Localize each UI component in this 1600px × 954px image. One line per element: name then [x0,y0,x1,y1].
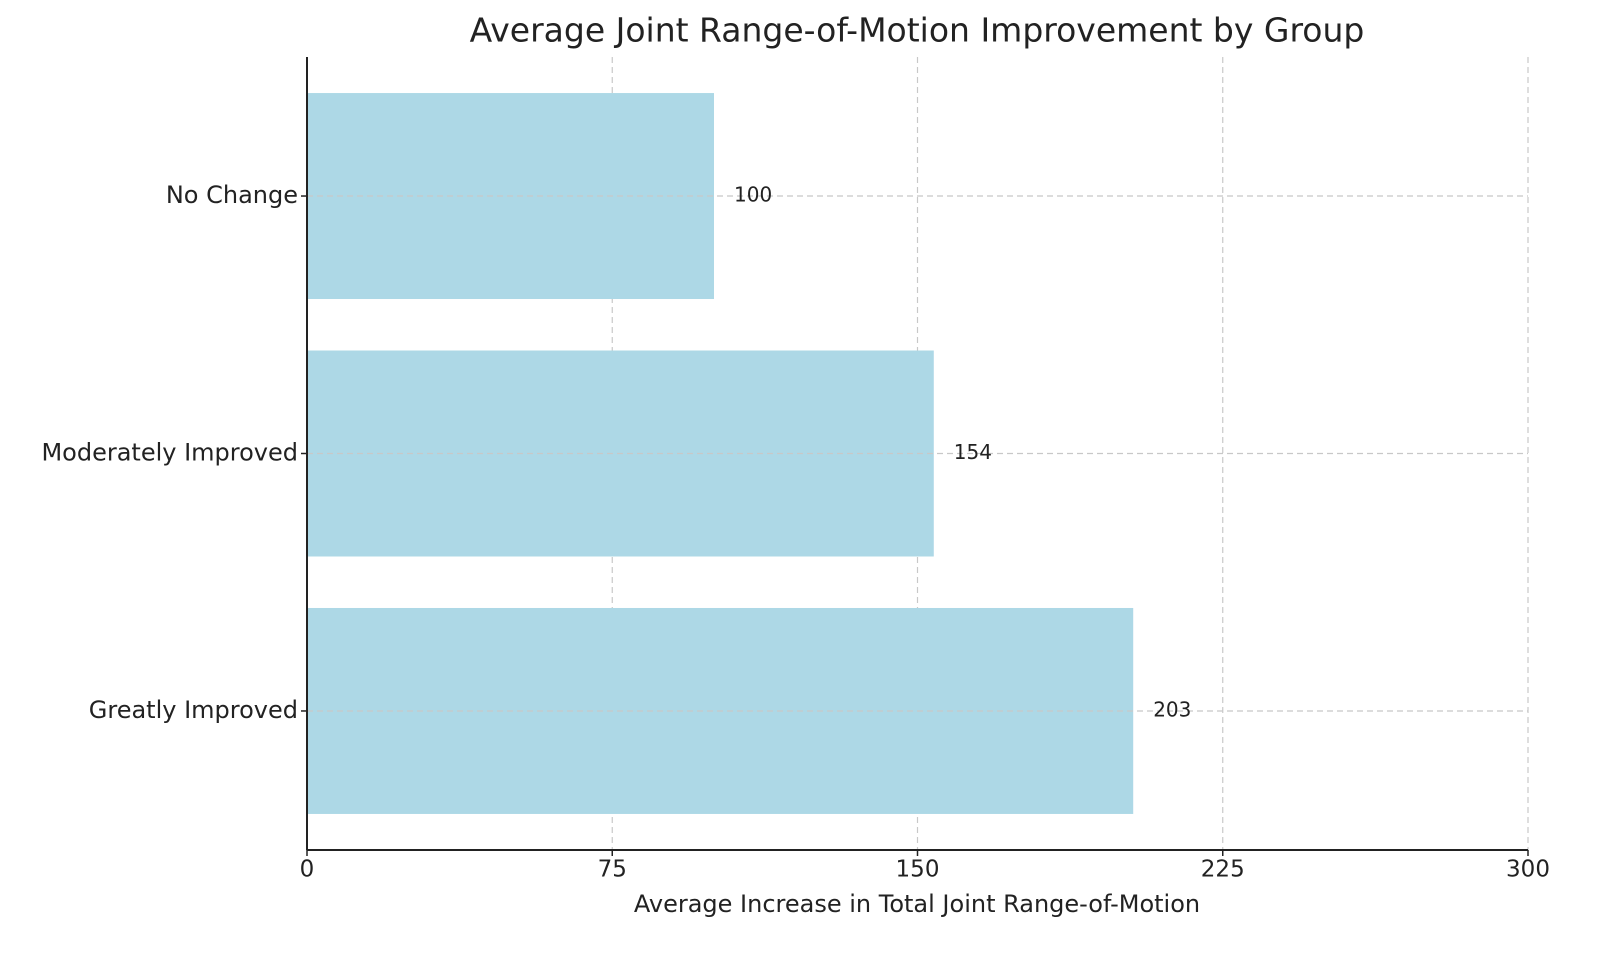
chart-title: Average Joint Range-of-Motion Improvemen… [470,11,1365,50]
value-label: 100 [734,183,772,207]
x-tick-label: 75 [598,857,627,883]
x-tick-label: 225 [1201,857,1245,883]
x-tick-label: 300 [1506,857,1550,883]
x-tick-label: 150 [896,857,940,883]
value-label: 154 [954,440,992,464]
y-tick-label: Moderately Improved [41,439,298,467]
x-tick-label: 0 [300,857,315,883]
y-tick-label: Greatly Improved [89,696,298,724]
value-label: 203 [1153,697,1191,721]
y-tick-label: No Change [166,181,298,209]
x-axis-label: Average Increase in Total Joint Range-of… [634,890,1200,918]
